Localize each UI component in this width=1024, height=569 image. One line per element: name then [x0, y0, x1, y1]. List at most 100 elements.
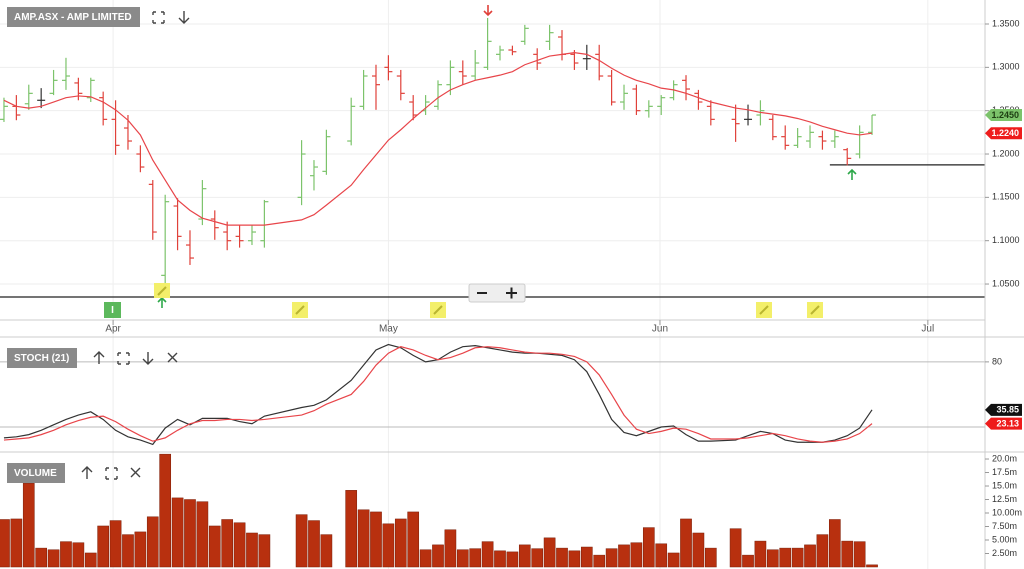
volume-bar	[841, 540, 854, 568]
y-tick-label: 80	[992, 356, 1002, 366]
sell-arrow[interactable]	[483, 5, 493, 17]
volume-bar	[122, 534, 134, 568]
pane-chip[interactable]	[7, 7, 140, 27]
volume-bar	[766, 549, 779, 568]
expand-icon[interactable]	[105, 467, 118, 480]
volume-bar	[357, 509, 370, 568]
volume-bar	[72, 542, 85, 568]
last-value-label: 1.2240	[991, 128, 1019, 138]
volume-bar	[97, 525, 110, 568]
volume-bar	[419, 549, 432, 568]
volume-bar	[109, 520, 122, 568]
pane-chip[interactable]	[7, 463, 65, 483]
expand-icon[interactable]	[152, 11, 165, 24]
volume-bar	[618, 544, 630, 568]
y-tick-label: 1.3000	[992, 62, 1020, 72]
volume-bar	[0, 519, 10, 568]
last-value-label: 1.2450	[991, 110, 1019, 120]
volume-bar	[754, 540, 767, 568]
close-icon[interactable]	[130, 467, 141, 478]
y-tick-label: 1.0500	[992, 278, 1020, 288]
volume-bar	[593, 554, 606, 568]
pane-chip[interactable]	[7, 348, 77, 368]
last-value-label: 35.85	[996, 405, 1019, 415]
y-tick-label: 20.0m	[992, 453, 1017, 463]
volume-bar	[543, 537, 556, 568]
volume-bar	[481, 541, 494, 568]
x-tick-label: Jun	[652, 324, 668, 335]
note-icon-glyph	[759, 305, 769, 315]
volume-bar	[804, 544, 816, 568]
volume-bar	[630, 542, 643, 568]
grid	[0, 0, 985, 569]
info-marker-label: I	[111, 305, 114, 316]
pane-title: VOLUME	[14, 468, 57, 479]
volume-bar	[444, 529, 457, 568]
note-icon-glyph	[157, 286, 167, 296]
y-tick-label: 10.00m	[992, 507, 1022, 517]
y-tick-label: 12.5m	[992, 494, 1017, 504]
last-value-tag	[985, 127, 1022, 140]
volume-bar	[208, 525, 221, 568]
volume-bar	[308, 520, 320, 568]
volume-bar	[828, 519, 841, 568]
down-icon[interactable]	[142, 352, 154, 365]
last-value-tag	[985, 109, 1022, 122]
volume-bar	[159, 453, 172, 568]
volume-bar	[196, 501, 209, 568]
buy-arrow[interactable]	[847, 168, 857, 180]
volume-bar	[246, 532, 258, 568]
volume-bar	[47, 549, 60, 568]
up-icon[interactable]	[81, 466, 93, 479]
zoom-in-button[interactable]	[506, 287, 517, 299]
volume-bar	[345, 490, 358, 568]
volume-bar	[494, 550, 506, 568]
stoch-line	[3, 346, 873, 443]
x-tick-label: May	[379, 324, 398, 335]
last-value-tag	[985, 403, 1022, 416]
volume-bar	[853, 541, 866, 568]
volume-bar	[779, 547, 792, 568]
volume-bar	[171, 497, 184, 568]
down-icon[interactable]	[178, 11, 190, 24]
expand-icon[interactable]	[117, 352, 130, 365]
volume-bar	[568, 550, 581, 568]
y-tick-label: 1.3500	[992, 18, 1020, 28]
volume-bar	[605, 548, 618, 568]
last-value-label: 23.13	[996, 419, 1019, 429]
volume-bar	[518, 544, 531, 568]
last-value-tag	[985, 417, 1022, 430]
note-icon-glyph	[810, 305, 820, 315]
volume-bar	[667, 552, 680, 568]
volume-bar	[184, 499, 196, 568]
volume-bar	[382, 523, 395, 568]
volume-bar	[233, 522, 246, 568]
volume-bar	[642, 527, 655, 568]
volume-bar	[370, 511, 382, 568]
volume-bar	[680, 518, 692, 568]
y-tick-label: 5.00m	[992, 534, 1017, 544]
volume-bar	[320, 534, 333, 568]
up-icon[interactable]	[93, 351, 105, 364]
volume-bar	[791, 547, 804, 568]
volume-bar	[84, 552, 97, 568]
note-icon-glyph	[295, 305, 305, 315]
close-icon[interactable]	[167, 352, 178, 363]
volume-bar	[35, 547, 48, 568]
volume-bar	[432, 544, 444, 568]
volume-bar	[146, 516, 159, 568]
volume-bar	[456, 549, 469, 568]
volume-bar	[295, 514, 308, 568]
y-tick-label: 15.0m	[992, 480, 1017, 490]
info-marker[interactable]	[104, 302, 121, 318]
volume-bar	[394, 518, 407, 568]
volume-bar	[729, 528, 742, 568]
pane-title: AMP.ASX - AMP LIMITED	[14, 12, 132, 23]
y-tick-label: 17.5m	[992, 467, 1017, 477]
y-tick-label: 1.1000	[992, 235, 1020, 245]
volume-bar	[816, 534, 829, 568]
volume-bar	[407, 511, 420, 568]
volume-bar	[580, 546, 593, 568]
y-tick-label: 1.2000	[992, 148, 1020, 158]
